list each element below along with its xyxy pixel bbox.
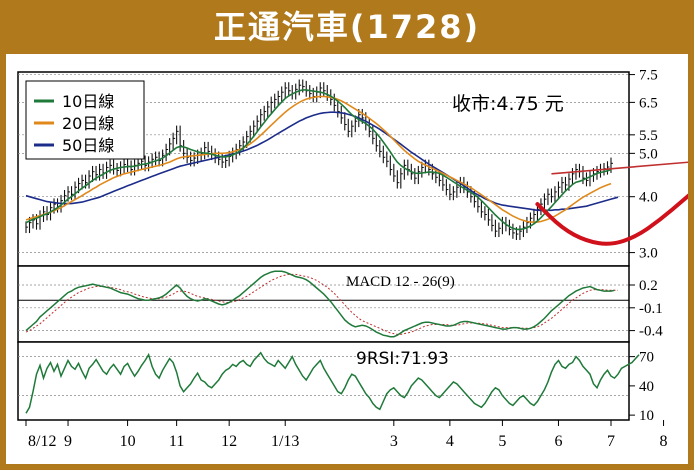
macd-tick-label: -0.1	[639, 301, 663, 317]
rsi-lines	[25, 351, 640, 414]
title-band: 正通汽車(1728)	[0, 0, 694, 54]
chart-title: 正通汽車(1728)	[213, 8, 481, 46]
chart-area: 7.5 6.5 5.5 5.0 4.0 3.0 0.2 -0.1 -0.4 70 40 10 8/12…	[6, 54, 694, 464]
price-tick-label: 3.0	[639, 246, 658, 262]
macd-line	[25, 270, 615, 338]
macd-tick-label: 0.2	[639, 278, 658, 294]
x-tick-label: 10	[120, 433, 136, 450]
rsi-panel-frame	[17, 341, 630, 421]
x-tick-label: 8/12	[28, 433, 56, 450]
macd-tick-label: -0.4	[639, 324, 663, 340]
legend: 10日線 20日線 50日線	[25, 80, 145, 160]
macd-lines	[25, 270, 618, 338]
x-tick-label: 6	[554, 433, 562, 450]
rsi-gridlines	[18, 356, 629, 396]
x-tick-label: 3	[390, 433, 398, 450]
close-price-annotation: 收市:4.75 元	[452, 93, 564, 115]
price-tick-label: 6.5	[639, 95, 658, 111]
y-axis-ticks: 7.5 6.5 5.5 5.0 4.0 3.0 0.2 -0.1 -0.4 70 40 10	[629, 68, 663, 424]
moving-average-lines	[25, 89, 619, 231]
macd-label: MACD 12 - 26(9)	[346, 274, 455, 290]
macd-gridlines	[18, 284, 629, 331]
ma20-line	[25, 95, 612, 223]
x-tick-label: 8	[660, 433, 668, 450]
x-axis-ticks: 8/12 9 10 11 12 1/13 3 4 5 6 7 8	[25, 420, 668, 450]
resistance-line	[551, 160, 694, 175]
price-tick-label: 5.0	[639, 146, 658, 162]
rsi-tick-label: 40	[639, 379, 654, 395]
ma50-line	[25, 111, 619, 212]
rsi-label: 9RSI:71.93	[356, 349, 449, 369]
x-tick-label: 5	[498, 433, 506, 450]
x-tick-label: 1/13	[271, 433, 299, 450]
legend-label-ma10: 10日線	[62, 92, 114, 111]
x-tick-label: 7	[607, 433, 615, 450]
legend-label-ma20: 20日線	[62, 114, 114, 133]
ma10-line	[25, 89, 612, 231]
rsi-tick-label: 70	[639, 350, 654, 366]
price-tick-label: 5.5	[639, 128, 658, 144]
x-tick-label: 12	[221, 433, 237, 450]
legend-label-ma50: 50日線	[62, 136, 114, 155]
rsi-tick-label: 10	[639, 408, 654, 424]
price-tick-label: 7.5	[639, 68, 658, 84]
x-tick-label: 11	[169, 433, 184, 450]
rsi-line	[25, 351, 640, 414]
x-tick-label: 9	[64, 433, 72, 450]
chart-svg: 7.5 6.5 5.5 5.0 4.0 3.0 0.2 -0.1 -0.4 70 40 10 8/12…	[17, 68, 694, 450]
x-tick-label: 4	[446, 433, 454, 450]
price-tick-label: 4.0	[639, 190, 658, 206]
